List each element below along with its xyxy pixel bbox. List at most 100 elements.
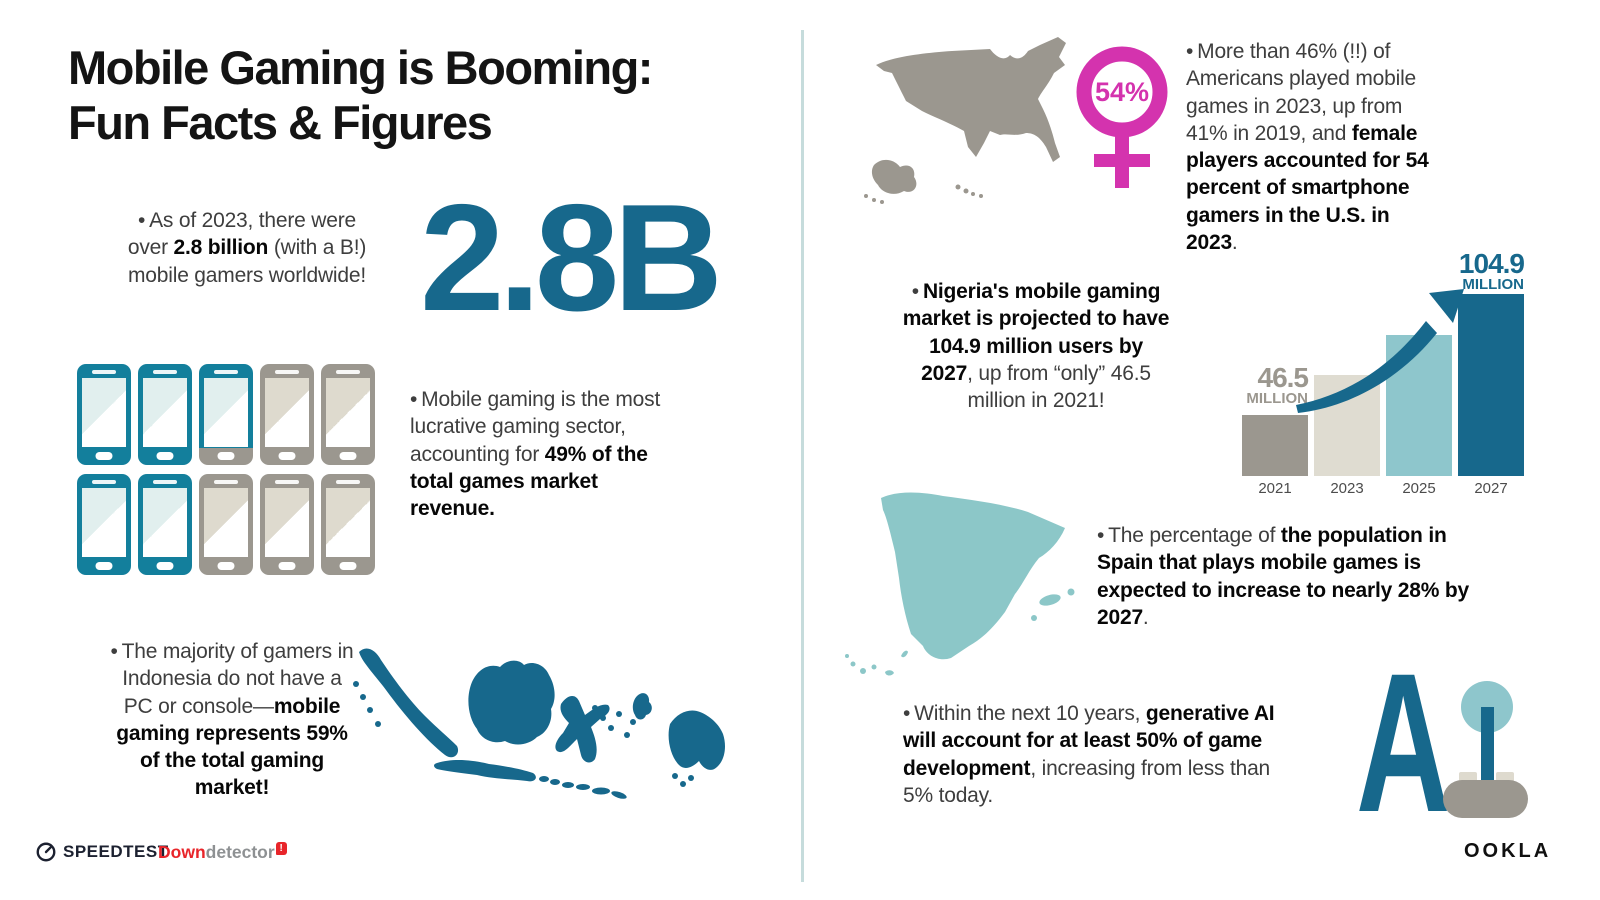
phone-speaker <box>92 480 116 484</box>
downdetector-word-down: Down <box>158 842 206 862</box>
bar-column-2021: 2021 <box>1242 415 1308 498</box>
ai-letter-a: A <box>1356 632 1451 853</box>
phone-speaker <box>153 480 177 484</box>
bar-column-2027: 2027 <box>1458 294 1524 498</box>
page-title-line1: Mobile Gaming is Booming: <box>68 41 653 94</box>
bullet-dot: • <box>1186 40 1194 63</box>
spain-map-icon <box>845 492 1075 676</box>
page-title-line2: Fun Facts & Figures <box>68 96 493 150</box>
speedometer-icon <box>36 842 56 862</box>
phone-home-button <box>339 562 357 570</box>
fact-ai-text: Within the next 10 years, generative AI … <box>903 702 1275 807</box>
phone-screen <box>143 378 187 447</box>
phone-home-button <box>156 562 174 570</box>
phone-home-button <box>278 452 296 460</box>
bar-2021 <box>1242 415 1308 476</box>
phone-speaker <box>153 370 177 374</box>
phone-speaker <box>336 480 360 484</box>
bar-year-label: 2023 <box>1330 480 1364 497</box>
curved-growth-arrow-icon <box>1296 289 1464 413</box>
phone-icon <box>138 364 192 465</box>
female-symbol-percent: 54% <box>1095 77 1149 107</box>
bar-chart-bars: 2021 2023 2025 2027 <box>1242 294 1524 498</box>
phone-screen <box>265 378 309 447</box>
phone-home-button <box>95 452 113 460</box>
phone-icon <box>77 364 131 465</box>
fact-revenue-text: Mobile gaming is the most lucrative gami… <box>410 388 661 521</box>
label-2027-value: 104.9 <box>1458 248 1525 279</box>
phone-home-button <box>95 562 113 570</box>
phone-icon <box>321 364 375 465</box>
phone-screen <box>82 488 126 557</box>
joystick-button-icon <box>1459 772 1477 782</box>
bar-year-label: 2021 <box>1258 480 1292 497</box>
fact-usa-text: More than 46% (!!) of Americans played m… <box>1186 40 1429 255</box>
bar-chart-label-2021: 46.5 MILLION <box>1218 362 1310 407</box>
phone-speaker <box>336 370 360 374</box>
downdetector-word-detector: detector <box>205 842 275 862</box>
downdetector-logo: Downdetector! <box>158 842 287 863</box>
phone-speaker <box>92 370 116 374</box>
page-title: Mobile Gaming is Booming: Fun Facts & Fi… <box>68 40 728 151</box>
bullet-dot: • <box>410 388 418 411</box>
ookla-logo: OOKLA <box>1464 840 1552 862</box>
bullet-dot: • <box>137 209 146 232</box>
bar-chart-label-2027: 104.9 MILLION <box>1434 248 1525 293</box>
phone-screen <box>82 378 126 447</box>
fact-gamers-worldwide: • As of 2023, there were over 2.8 billion… <box>120 207 374 289</box>
label-2021-value: 46.5 <box>1257 362 1310 393</box>
phone-icon <box>138 474 192 575</box>
fact-market-revenue: • Mobile gaming is the most lucrative gam… <box>410 386 672 522</box>
phone-speaker <box>275 370 299 374</box>
column-divider <box>801 30 804 882</box>
phone-icon <box>260 474 314 575</box>
fact-gamers-text: As of 2023, there were over 2.8 billion … <box>127 209 367 287</box>
indonesia-map-icon <box>353 648 725 799</box>
phone-screen <box>326 488 370 557</box>
phone-icon <box>199 364 253 465</box>
phone-home-button <box>217 562 235 570</box>
phone-home-button <box>156 452 174 460</box>
phone-home-button <box>278 562 296 570</box>
fact-usa-players: • More than 46% (!!) of Americans played … <box>1186 38 1442 256</box>
fact-nigeria: • Nigeria's mobile gaming market is proje… <box>902 278 1170 414</box>
fact-spain: • The percentage of the population in Spa… <box>1097 522 1469 631</box>
phone-home-button <box>217 452 235 460</box>
phone-icon <box>77 474 131 575</box>
phone-speaker <box>214 370 238 374</box>
phone-speaker <box>275 480 299 484</box>
speedtest-logo: SPEEDTEST <box>35 841 169 863</box>
joystick-stick-icon <box>1481 707 1494 787</box>
fact-indonesia-text: The majority of gamers in Indonesia do n… <box>116 640 354 800</box>
speedtest-wordmark: SPEEDTEST <box>63 842 169 861</box>
bar-2027 <box>1458 294 1524 476</box>
phone-screen <box>204 488 248 557</box>
phones-grid <box>77 364 375 575</box>
bullet-dot: • <box>911 280 919 303</box>
bullet-dot: • <box>1097 524 1105 547</box>
bar-year-label: 2027 <box>1474 480 1508 497</box>
fact-generative-ai: • Within the next 10 years, generative AI… <box>903 700 1303 809</box>
label-2027-unit: MILLION <box>1462 275 1524 293</box>
phone-screen <box>204 378 248 447</box>
exclamation-badge-icon: ! <box>275 842 287 856</box>
usa-map-icon <box>864 37 1066 204</box>
bar-chart-nigeria-users: 46.5 MILLION 104.9 MILLION 2021 2023 2025 2… <box>1218 243 1530 498</box>
fact-nigeria-text: Nigeria's mobile gaming market is projec… <box>902 280 1170 413</box>
phone-screen <box>326 378 370 447</box>
fact-spain-text: The percentage of the population in Spai… <box>1097 524 1469 629</box>
fact-indonesia: • The majority of gamers in Indonesia do … <box>110 638 354 802</box>
phone-screen <box>143 488 187 557</box>
phone-icon <box>199 474 253 575</box>
joystick-base-icon <box>1443 780 1528 818</box>
female-gender-icon: 54% <box>1076 46 1168 188</box>
phone-screen <box>265 488 309 557</box>
bullet-dot: • <box>110 640 118 663</box>
phone-speaker <box>214 480 238 484</box>
label-2021-unit: MILLION <box>1246 389 1308 407</box>
phone-icon <box>321 474 375 575</box>
bullet-dot: • <box>903 702 911 725</box>
phone-home-button <box>339 452 357 460</box>
phone-icon <box>260 364 314 465</box>
